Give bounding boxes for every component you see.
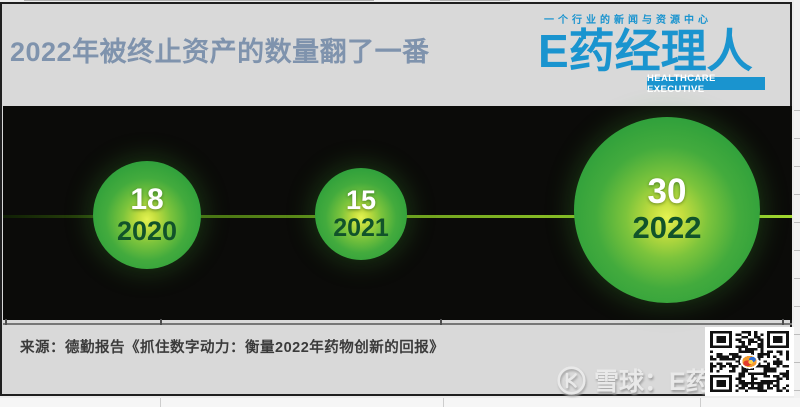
bubble-value: 18 (130, 183, 164, 217)
bubble-year: 2022 (632, 210, 702, 246)
bubble-year: 2021 (333, 214, 389, 243)
divider-line (3, 323, 792, 325)
bubble-year: 2020 (116, 215, 178, 246)
spreadsheet-gridline (443, 398, 444, 407)
spreadsheet-tick (440, 319, 442, 325)
spreadsheet-rowlines (794, 110, 800, 402)
qr-code (705, 327, 794, 396)
spreadsheet-gridline (700, 398, 701, 407)
source-text: 来源：德勤报告《抓住数字动力：衡量2022年药物创新的回报》 (20, 340, 445, 356)
bubble-2021: 15 2021 (315, 168, 407, 260)
xueqiu-logo-icon (557, 365, 586, 395)
spreadsheet-tick (782, 319, 784, 325)
spreadsheet-margin-bottom (0, 398, 800, 407)
spreadsheet-gridline (160, 398, 161, 407)
brand-subtitle-bar: HEALTHCARE EXECUTIVE (647, 73, 765, 95)
brand-logo: 一个行业的新闻与资源中心 E药经理人 (538, 11, 770, 75)
spreadsheet-gridline (430, 0, 510, 1)
page-title: 2022年被终止资产的数量翻了一番 (10, 37, 430, 67)
bubble-value: 30 (647, 172, 687, 212)
qr-code-pattern (710, 331, 789, 392)
spreadsheet-gridline (24, 0, 374, 1)
brand-tagline: 一个行业的新闻与资源中心 (544, 15, 712, 26)
brand-name: E药经理人 (538, 25, 753, 77)
bubble-2022: 30 2022 (574, 117, 760, 303)
bubble-2020: 18 2020 (93, 161, 201, 269)
chart-area: 18 2020 15 2021 30 2022 (3, 106, 792, 320)
spreadsheet-margin (794, 0, 800, 407)
spreadsheet-tick (5, 319, 7, 325)
spreadsheet-tick (160, 319, 162, 325)
bubble-value: 15 (345, 184, 377, 215)
